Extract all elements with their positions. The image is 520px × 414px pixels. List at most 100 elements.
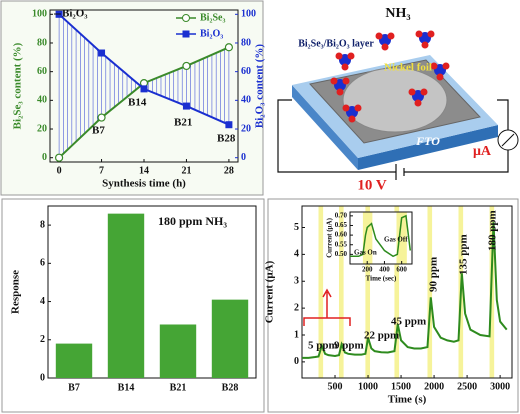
y-tick-label: 8 [40, 219, 45, 230]
plot-frame [301, 205, 513, 379]
ammeter-needle [501, 133, 515, 147]
legend-label: Bi₂Se₃ [200, 12, 225, 23]
x-tick-label: 600 [396, 266, 407, 274]
x-tick-label: 2000 [424, 381, 444, 392]
meter-label: μA [473, 144, 492, 159]
x-tick-label: 200 [362, 266, 373, 274]
voltage-label: 10 V [357, 177, 386, 193]
y-tick-label: 0 [40, 372, 45, 383]
gas-on-span [396, 212, 407, 264]
x-tick-label: 14 [139, 165, 149, 176]
annotation: B7 [92, 125, 105, 137]
annotation: 180 ppm NH₃ [158, 214, 227, 228]
y2-tick-label: 80 [241, 37, 251, 48]
bar [55, 343, 93, 378]
y-tick-label: 2 [294, 302, 299, 313]
annotation: 90 ppm [428, 257, 440, 292]
foil-label: Nickel foil [384, 62, 432, 74]
y2-tick-label: 0 [241, 152, 246, 163]
marker [182, 102, 190, 110]
gas-on-span [365, 206, 371, 378]
annotation: 135 ppm [458, 234, 470, 275]
circuit [277, 99, 509, 180]
y-tick-label: 0 [294, 356, 299, 367]
legend-marker [182, 14, 190, 22]
annotation: B28 [217, 133, 236, 145]
annotation: 180 ppm [487, 210, 499, 251]
y2-tick-label: 100 [241, 9, 256, 20]
annotation: Bi₂O₃ [62, 8, 88, 20]
gas-on-span [338, 206, 344, 378]
bar [107, 213, 145, 378]
marker [98, 49, 106, 57]
marker [54, 153, 64, 162]
plot-frame [47, 205, 257, 379]
gas-on-span [427, 206, 433, 378]
annotation: B14 [128, 97, 147, 109]
molecules [330, 30, 450, 123]
plot-frame [349, 211, 413, 265]
x-axis-label: Time (s) [388, 394, 427, 406]
annotation: 5 ppm [308, 340, 338, 352]
y-axis-label: Current (μA) [326, 217, 334, 257]
x-tick-label: 0 [57, 165, 62, 176]
marker [182, 61, 191, 71]
y-tick-label: 0 [42, 152, 47, 163]
legend-marker [182, 30, 190, 38]
y-tick-label: 2 [40, 334, 45, 345]
annotation: 45 ppm [391, 316, 426, 328]
fto-label: FTO [415, 134, 440, 148]
y-axis-label: Bi₂Se₃ content (%) [12, 42, 24, 129]
y-tick-label: 40 [37, 95, 47, 106]
y2-tick-label: 20 [241, 123, 251, 134]
y2-axis-label: Bi₂O₃ content (%) [254, 44, 266, 129]
y-tick-label: 0.65 [335, 221, 348, 229]
series-line [350, 214, 412, 258]
gas-on-span [318, 206, 324, 378]
y2-tick-label: 40 [241, 95, 251, 106]
legend-label: Bi₂O₃ [200, 28, 223, 39]
y-tick-label: 1 [294, 329, 299, 340]
marker [97, 113, 106, 122]
y-tick-label: 100 [32, 9, 47, 20]
marker [224, 43, 234, 52]
x-tick-label: B14 [118, 382, 135, 393]
y2-tick-label: 60 [241, 66, 251, 77]
layer-label: Bi₂Se₃/Bi₂O₃ layer [298, 38, 374, 49]
x-tick-label: 7 [99, 165, 104, 176]
marker [225, 121, 233, 129]
x-tick-label: 28 [224, 165, 234, 176]
x-tick-label: 400 [379, 266, 390, 274]
y-tick-label: 60 [37, 66, 47, 77]
y-tick-label: 4 [40, 296, 45, 307]
fto-side [292, 85, 358, 170]
x-tick-label: 2500 [457, 381, 477, 392]
gas-on-span [394, 206, 400, 378]
bar [211, 299, 249, 378]
x-tick-label: 1000 [358, 381, 378, 392]
y-tick-label: 3 [294, 276, 299, 287]
x-tick-label: B28 [222, 382, 239, 393]
fto-side [358, 125, 498, 170]
annotation: 22 ppm [364, 330, 399, 342]
y-tick-label: 0.60 [335, 231, 348, 239]
y-tick-label: 0.55 [335, 240, 348, 248]
bracket [303, 288, 351, 326]
x-axis-label: Time (sec) [366, 275, 397, 283]
x-tick-label: B7 [68, 382, 80, 393]
axes: 0 2 4 6 8 Response [10, 205, 257, 383]
y-tick-label: 80 [37, 37, 47, 48]
nickel-foil [342, 67, 448, 133]
y-axis-label: Response [10, 270, 22, 314]
y-tick-label: 4 [294, 249, 299, 260]
panel-frame [0, 0, 264, 196]
x-tick-label: 3000 [490, 381, 510, 392]
y-tick-label: 5 [294, 222, 299, 233]
annotation: Gas Off [384, 236, 408, 244]
x-tick-label: 500 [328, 381, 343, 392]
y-tick-label: 0.50 [335, 250, 348, 258]
annotation: 9 ppm [334, 340, 364, 352]
